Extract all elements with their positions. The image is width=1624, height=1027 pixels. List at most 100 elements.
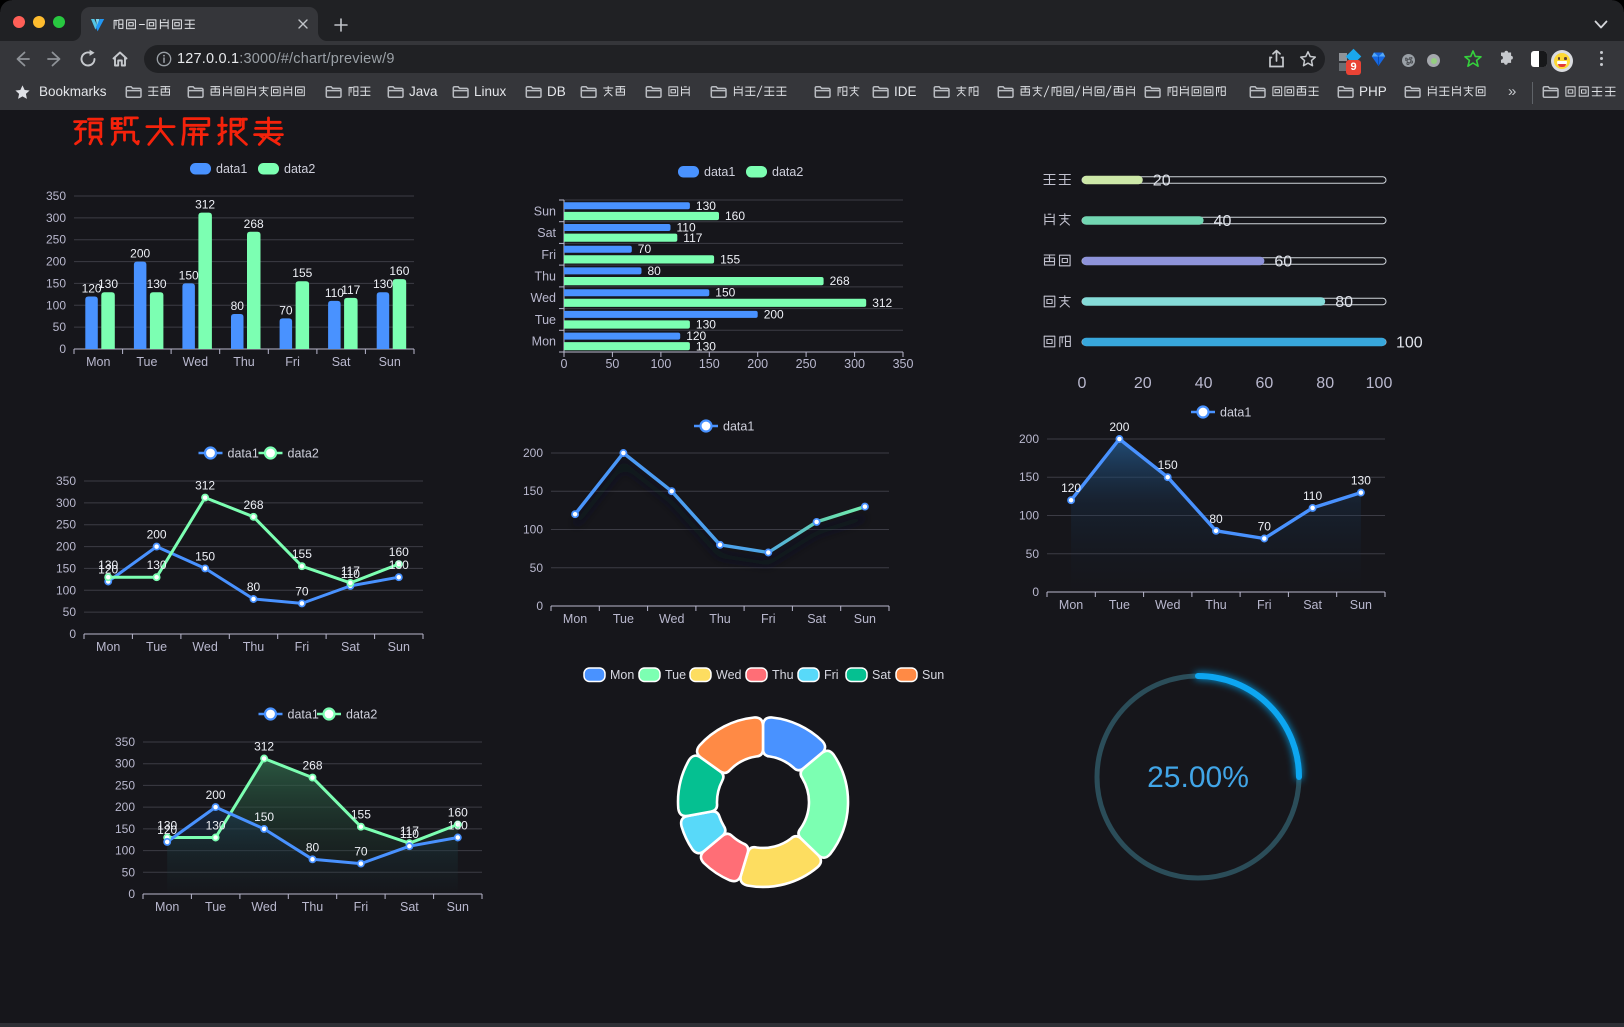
svg-text:150: 150: [699, 357, 720, 371]
svg-text:350: 350: [46, 189, 66, 203]
svg-text:50: 50: [530, 561, 544, 575]
svg-text:200: 200: [747, 357, 768, 371]
svg-text:130: 130: [98, 277, 118, 291]
svg-text:Wed: Wed: [183, 355, 209, 369]
svg-text:20: 20: [1134, 375, 1152, 392]
svg-text:70: 70: [354, 845, 368, 859]
svg-text:Sat: Sat: [537, 226, 556, 240]
svg-text:Thu: Thu: [709, 612, 731, 626]
svg-text:40: 40: [1214, 213, 1232, 230]
svg-text:100: 100: [1366, 375, 1393, 392]
svg-text:120: 120: [157, 823, 177, 837]
svg-text:50: 50: [122, 865, 136, 879]
svg-text:Wed: Wed: [716, 668, 742, 682]
svg-text:Sun: Sun: [922, 668, 944, 682]
svg-text:268: 268: [243, 498, 263, 512]
svg-text:70: 70: [1258, 520, 1272, 534]
svg-text:50: 50: [63, 605, 77, 619]
svg-text:Mon: Mon: [532, 335, 556, 349]
svg-text:312: 312: [254, 740, 274, 754]
svg-text:Sat: Sat: [1303, 598, 1322, 612]
svg-text:268: 268: [244, 217, 264, 231]
svg-text:50: 50: [1026, 547, 1040, 561]
svg-text:100: 100: [523, 523, 543, 537]
svg-text:150: 150: [56, 561, 76, 575]
svg-text:130: 130: [98, 558, 118, 572]
svg-text:Sun: Sun: [388, 640, 410, 654]
svg-text:117: 117: [400, 824, 419, 838]
svg-text:200: 200: [56, 540, 76, 554]
svg-text:0: 0: [561, 357, 568, 371]
svg-text:70: 70: [279, 303, 293, 317]
svg-text:130: 130: [696, 318, 716, 332]
svg-text:Fri: Fri: [824, 668, 839, 682]
svg-text:Sun: Sun: [379, 355, 401, 369]
svg-text:data1: data1: [288, 708, 319, 722]
svg-text:100: 100: [1396, 335, 1423, 352]
svg-text:312: 312: [195, 479, 215, 493]
svg-text:200: 200: [523, 446, 543, 460]
svg-text:300: 300: [115, 757, 135, 771]
svg-text:268: 268: [302, 759, 322, 773]
svg-text:130: 130: [206, 819, 226, 833]
svg-text:80: 80: [231, 299, 245, 313]
svg-text:Mon: Mon: [96, 640, 120, 654]
svg-text:150: 150: [1158, 458, 1178, 472]
svg-text:Wed: Wed: [531, 291, 557, 305]
svg-text:Wed: Wed: [251, 900, 277, 914]
svg-text:200: 200: [206, 788, 226, 802]
svg-text:100: 100: [650, 357, 671, 371]
svg-text:150: 150: [195, 549, 215, 563]
svg-text:Sun: Sun: [1350, 598, 1372, 612]
svg-text:data1: data1: [723, 420, 754, 434]
svg-text:150: 150: [715, 286, 735, 300]
svg-text:Thu: Thu: [243, 640, 265, 654]
svg-text:160: 160: [389, 545, 409, 559]
svg-text:0: 0: [1078, 375, 1087, 392]
svg-text:25.00%: 25.00%: [1147, 761, 1249, 794]
svg-text:Mon: Mon: [563, 612, 587, 626]
svg-text:200: 200: [46, 255, 66, 269]
svg-text:250: 250: [115, 778, 135, 792]
svg-text:Fri: Fri: [1257, 598, 1272, 612]
svg-text:117: 117: [341, 283, 360, 297]
svg-text:110: 110: [341, 567, 360, 581]
svg-text:Tue: Tue: [1109, 598, 1130, 612]
svg-text:250: 250: [796, 357, 817, 371]
svg-text:130: 130: [448, 819, 468, 833]
svg-text:100: 100: [46, 298, 66, 312]
svg-text:Fri: Fri: [354, 900, 369, 914]
svg-text:60: 60: [1256, 375, 1274, 392]
svg-text:200: 200: [147, 528, 167, 542]
svg-text:Sat: Sat: [872, 668, 891, 682]
svg-text:Mon: Mon: [610, 668, 634, 682]
svg-text:80: 80: [1316, 375, 1334, 392]
svg-text:300: 300: [46, 211, 66, 225]
svg-text:Sun: Sun: [854, 612, 876, 626]
svg-text:350: 350: [893, 357, 914, 371]
svg-text:150: 150: [46, 276, 66, 290]
svg-text:data1: data1: [1220, 406, 1251, 420]
svg-text:130: 130: [696, 339, 716, 353]
svg-text:Mon: Mon: [1059, 598, 1083, 612]
svg-text:130: 130: [696, 199, 716, 213]
svg-text:0: 0: [59, 342, 66, 356]
svg-text:Fri: Fri: [285, 355, 300, 369]
svg-text:Wed: Wed: [192, 640, 218, 654]
svg-text:130: 130: [147, 558, 167, 572]
svg-text:Mon: Mon: [155, 900, 179, 914]
svg-text:350: 350: [56, 474, 76, 488]
svg-text:Mon: Mon: [86, 355, 110, 369]
svg-text:data2: data2: [284, 162, 315, 176]
svg-text:Wed: Wed: [659, 612, 685, 626]
svg-text:0: 0: [69, 627, 76, 641]
svg-text:80: 80: [1335, 294, 1353, 311]
svg-text:Tue: Tue: [535, 313, 556, 327]
svg-text:155: 155: [292, 266, 312, 280]
svg-text:268: 268: [830, 274, 850, 288]
svg-text:Thu: Thu: [233, 355, 255, 369]
svg-text:Tue: Tue: [613, 612, 634, 626]
svg-text:Thu: Thu: [772, 668, 794, 682]
svg-text:130: 130: [373, 277, 393, 291]
svg-text:200: 200: [115, 800, 135, 814]
